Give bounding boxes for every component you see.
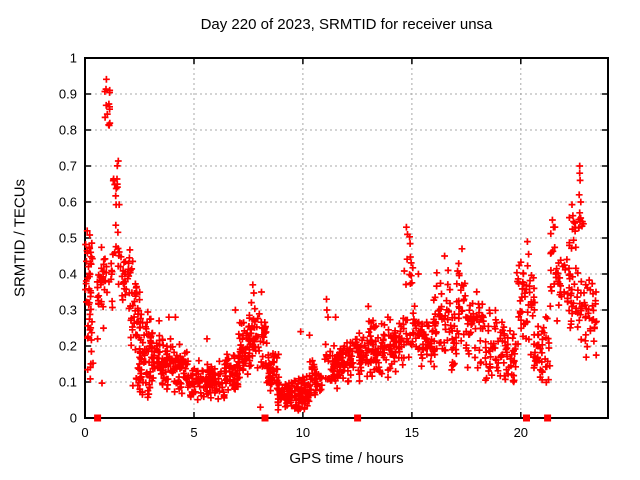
flag-square (523, 414, 530, 422)
flag-squares (94, 414, 552, 422)
scatter-points (82, 75, 600, 414)
flag-square (261, 414, 269, 422)
chart-title: Day 220 of 2023, SRMTID for receiver uns… (200, 16, 493, 33)
y-tick-label: 0.4 (59, 267, 77, 282)
flag-square (544, 414, 552, 422)
y-tick-label: 0.5 (59, 231, 77, 246)
axis-ticks (84, 57, 608, 419)
y-tick-label: 0.9 (59, 87, 77, 102)
x-tick-label: 15 (405, 425, 419, 440)
y-tick-label: 0.3 (59, 303, 77, 318)
flag-square (94, 414, 102, 422)
x-axis-label: GPS time / hours (289, 450, 404, 467)
x-tick-label: 5 (190, 425, 197, 440)
flag-square (354, 414, 362, 422)
y-tick-label: 0.2 (59, 339, 77, 354)
x-tick-label: 20 (514, 425, 528, 440)
y-tick-label: 0.8 (59, 123, 77, 138)
tick-labels: 0 5 10 15 20 0 0.1 0.2 0.3 0.4 0.5 0.6 0.7 0.8 0.9 1 (59, 51, 528, 441)
y-tick-label: 1 (70, 51, 77, 66)
y-tick-label: 0.7 (59, 159, 77, 174)
x-tick-label: 0 (81, 425, 88, 440)
x-tick-label: 10 (296, 425, 310, 440)
y-tick-label: 0.6 (59, 195, 77, 210)
y-tick-label: 0.1 (59, 375, 77, 390)
y-tick-label: 0 (70, 411, 77, 426)
